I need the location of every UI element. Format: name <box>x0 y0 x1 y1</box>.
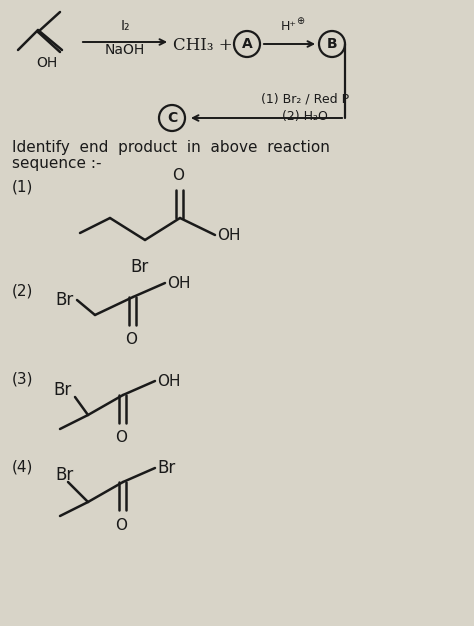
Text: (2) H₂O: (2) H₂O <box>282 110 328 123</box>
Text: H⁺: H⁺ <box>281 20 297 33</box>
Text: sequence :-: sequence :- <box>12 156 101 171</box>
Text: Br: Br <box>55 466 73 484</box>
Text: O: O <box>125 332 137 347</box>
Text: I₂: I₂ <box>120 19 130 33</box>
Text: C: C <box>167 111 177 125</box>
Text: Br: Br <box>157 459 175 477</box>
Text: O: O <box>172 168 184 183</box>
Text: Br: Br <box>131 258 149 276</box>
Text: O: O <box>115 430 127 445</box>
Text: OH: OH <box>217 227 240 242</box>
Text: A: A <box>242 37 252 51</box>
Text: B: B <box>327 37 337 51</box>
Text: (1): (1) <box>12 180 33 195</box>
Text: ⊕: ⊕ <box>296 16 304 26</box>
Text: Br: Br <box>55 291 73 309</box>
Text: CHI₃ +: CHI₃ + <box>173 38 233 54</box>
Text: NaOH: NaOH <box>105 43 145 57</box>
Text: (4): (4) <box>12 460 33 475</box>
Text: Br: Br <box>53 381 71 399</box>
Text: (1) Br₂ / Red P: (1) Br₂ / Red P <box>261 93 349 106</box>
Text: (2): (2) <box>12 283 33 298</box>
Text: (3): (3) <box>12 371 34 386</box>
Text: Identify  end  product  in  above  reaction: Identify end product in above reaction <box>12 140 330 155</box>
Text: OH: OH <box>157 374 181 389</box>
Text: OH: OH <box>167 275 191 290</box>
Text: O: O <box>115 518 127 533</box>
Text: OH: OH <box>36 56 58 70</box>
